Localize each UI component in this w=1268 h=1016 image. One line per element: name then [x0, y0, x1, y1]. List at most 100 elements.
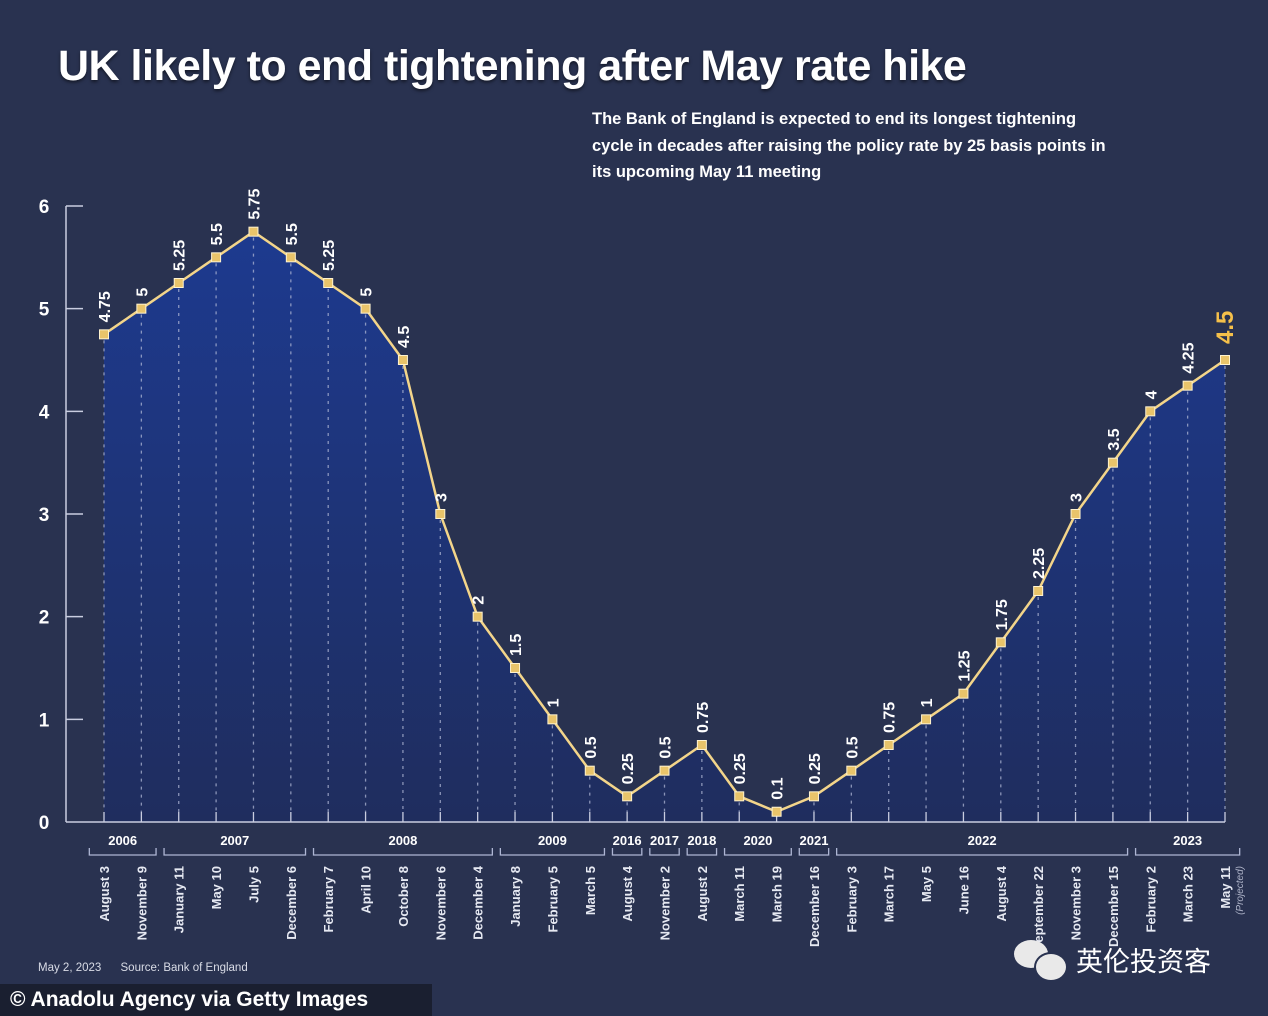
x-category-label: June 16	[956, 866, 971, 914]
data-label: 4	[1143, 390, 1160, 399]
data-point	[1182, 380, 1193, 391]
data-label: 0.5	[844, 736, 861, 758]
data-label: 0.25	[620, 753, 637, 784]
projected-note: (Projected)	[1235, 866, 1246, 915]
data-label: 5.25	[172, 240, 189, 271]
year-label: 2007	[220, 833, 249, 848]
data-label: 0.5	[583, 736, 600, 758]
data-label: 5	[359, 288, 376, 297]
year-bracket	[88, 848, 157, 856]
x-category-label: December 6	[284, 866, 299, 940]
x-category-label: February 2	[1143, 866, 1158, 932]
year-label: 2018	[687, 833, 716, 848]
year-label: 2023	[1173, 833, 1202, 848]
x-category-label: August 3	[97, 866, 112, 922]
data-label: 0.75	[695, 702, 712, 733]
x-category-label: February 7	[321, 866, 336, 932]
x-category-label: March 5	[583, 866, 598, 915]
x-category-label: December 16	[807, 866, 822, 947]
data-point	[883, 740, 894, 750]
chart-title: UK likely to end tightening after May ra…	[58, 42, 967, 90]
data-label: 0.25	[732, 753, 749, 784]
data-point	[622, 791, 633, 802]
data-point	[808, 791, 819, 802]
data-label: 1.25	[956, 650, 973, 681]
data-label: 5.25	[321, 240, 338, 271]
x-category-label: November 2	[658, 866, 673, 940]
x-category-label: August 2	[695, 866, 710, 922]
data-label: 3	[1069, 493, 1086, 502]
data-point	[1145, 406, 1156, 417]
year-label: 2009	[538, 833, 567, 848]
data-label: 5	[134, 288, 151, 297]
x-category-label: November 6	[433, 866, 448, 940]
y-tick-label: 1	[39, 710, 50, 731]
data-label: 1.75	[994, 599, 1011, 630]
y-tick-label: 2	[39, 608, 50, 629]
x-category-label: April 10	[359, 866, 374, 914]
data-point	[510, 663, 521, 673]
x-category-label: March 23	[1181, 866, 1196, 922]
y-tick-label: 3	[39, 505, 50, 526]
data-point	[771, 806, 782, 817]
x-category-label: November 3	[1069, 866, 1084, 940]
x-category-label: January 11	[172, 866, 187, 933]
year-label: 2020	[743, 833, 772, 848]
data-point	[995, 637, 1006, 648]
data-point	[921, 714, 932, 725]
year-bracket	[723, 848, 792, 856]
x-category-label: March 19	[770, 866, 785, 922]
x-category-label: July 5	[246, 866, 261, 903]
data-point	[99, 329, 109, 340]
data-point	[173, 278, 184, 288]
data-label: 1	[919, 698, 936, 707]
data-point	[472, 611, 483, 622]
y-tick-label: 5	[39, 300, 50, 321]
x-category-label: August 4	[620, 865, 635, 921]
data-point	[1070, 509, 1081, 519]
data-label: 4.5	[1212, 311, 1239, 344]
year-label: 2022	[968, 833, 997, 848]
data-point	[211, 252, 222, 263]
x-category-label: March 17	[882, 866, 897, 922]
data-label: 0.25	[807, 753, 824, 784]
data-label: 0.75	[882, 702, 899, 733]
image-credit: © Anadolu Agency via Getty Images	[0, 984, 432, 1016]
x-category-label: May 10	[209, 866, 224, 909]
x-category-label: March 11	[732, 866, 747, 922]
data-point	[248, 226, 259, 237]
wechat-icon	[1012, 938, 1070, 982]
data-label: 4.5	[396, 326, 413, 348]
year-bracket	[836, 848, 1129, 856]
data-point	[584, 765, 595, 776]
year-bracket	[649, 848, 680, 856]
x-category-label: February 5	[545, 866, 560, 932]
data-point	[659, 765, 670, 776]
x-category-label: September 22	[1031, 866, 1046, 951]
area-fill	[104, 231, 1225, 822]
data-label: 0.1	[770, 777, 787, 799]
data-label: 5.5	[209, 223, 226, 245]
data-label: 3	[433, 493, 450, 502]
y-tick-label: 0	[39, 813, 50, 834]
watermark: 英伦投资客	[1012, 938, 1211, 982]
year-label: 2006	[108, 833, 137, 848]
year-bracket	[163, 848, 307, 856]
data-point	[360, 303, 371, 314]
data-label: 2	[471, 596, 488, 605]
footer-note: May 2, 2023 Source: Bank of England	[38, 962, 264, 974]
data-point	[1220, 355, 1230, 365]
data-point	[958, 688, 969, 699]
chart-subtitle: The Bank of England is expected to end i…	[592, 110, 1106, 181]
data-label: 2.25	[1031, 548, 1048, 579]
x-category-label: November 9	[134, 866, 149, 940]
watermark-text: 英伦投资客	[1076, 946, 1211, 978]
year-bracket	[686, 848, 718, 856]
data-point	[846, 765, 857, 776]
year-bracket	[312, 848, 493, 856]
data-label: 5.5	[284, 223, 301, 245]
year-label: 2016	[613, 833, 642, 848]
data-label: 3.5	[1106, 428, 1123, 450]
source-note: Source: Bank of England	[120, 962, 248, 974]
